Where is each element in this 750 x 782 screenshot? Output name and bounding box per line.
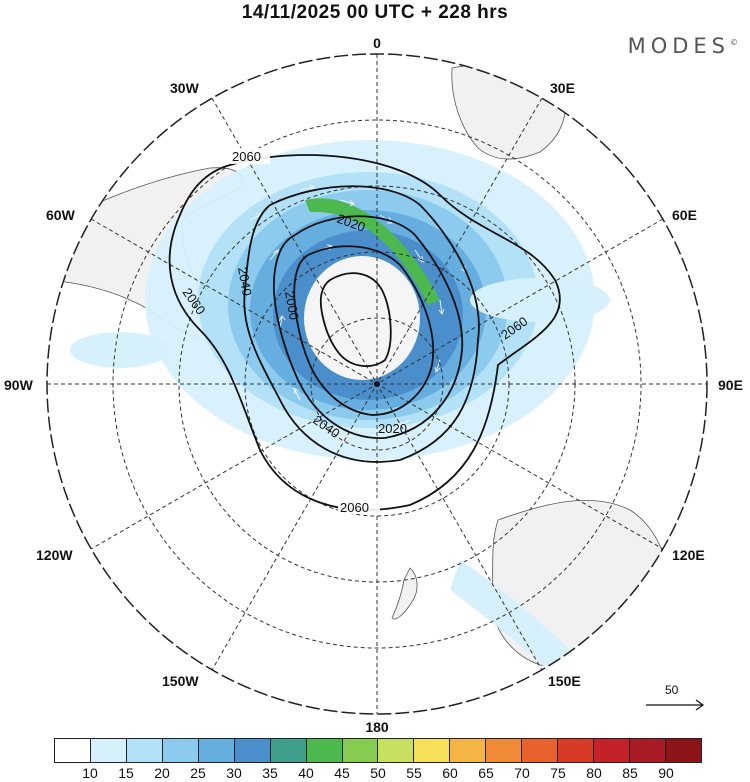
- latitude-circle: [310, 317, 444, 451]
- contour-2000: [293, 245, 434, 416]
- colorbar-cell: [665, 739, 701, 762]
- colorbar-cell: [90, 739, 127, 762]
- colorbar-tick-label: 85: [622, 765, 638, 781]
- lon-label-150w: 150W: [162, 673, 199, 689]
- map-title: 14/11/2025 00 UTC + 228 hrs: [241, 2, 509, 23]
- wind-shading: [70, 140, 610, 700]
- colorbar-tick-label: 55: [406, 765, 422, 781]
- colorbar-cell: [306, 739, 343, 762]
- lon-label-0: 0: [373, 35, 381, 51]
- contour-label-bg: [228, 148, 270, 164]
- colorbar-tick-label: 30: [226, 765, 242, 781]
- colorbar-cell: [126, 739, 163, 762]
- colorbar-tick-label: 80: [586, 765, 602, 781]
- lon-label-60e: 60E: [672, 207, 697, 223]
- lon-label-90e: 90E: [718, 377, 743, 393]
- wind-arrow: [434, 359, 441, 374]
- colorbar-cell: [594, 739, 630, 762]
- wind-arrow: [269, 249, 279, 261]
- colorbar-ticks: 10 15 20 25 30 35 40 45 50 55 60 65 70 75 80 85 90: [54, 765, 702, 782]
- colorbar-tick-label: 15: [118, 765, 134, 781]
- jet-core-green: [305, 198, 440, 305]
- colorbar-cell: [55, 739, 91, 762]
- colorbar-cell: [378, 739, 415, 762]
- tail-shading-west: [70, 332, 170, 368]
- colorbar-cell: [522, 739, 559, 762]
- wind-arrow: [397, 419, 411, 427]
- colorbar-tick-label: 90: [658, 765, 674, 781]
- colorbar-cell: [234, 739, 271, 762]
- new-zealand-landmass: [391, 567, 418, 620]
- wind-arrow: [438, 299, 445, 316]
- colorbar-tick-label: 70: [514, 765, 530, 781]
- colorbar: [54, 738, 702, 763]
- colorbar-tick-label: 20: [154, 765, 170, 781]
- colorbar-tick-label: 40: [298, 765, 314, 781]
- colorbar-cell: [486, 739, 523, 762]
- contour-2060: [168, 154, 561, 511]
- south-pole-marker: [374, 381, 380, 387]
- tail-shading-east: [470, 278, 610, 322]
- colorbar-cell: [162, 739, 199, 762]
- colorbar-tick-label: 65: [478, 765, 494, 781]
- colorbar-tick-label: 35: [262, 765, 278, 781]
- colorbar-cell: [450, 739, 487, 762]
- contour-label-2000: 2000: [282, 290, 302, 321]
- reference-vector-head: [695, 699, 705, 711]
- vortex-core-calm: [304, 256, 420, 380]
- reference-vector-label: 50: [665, 683, 679, 697]
- colorbar-cell: [630, 739, 666, 762]
- colorbar-tick-label: 75: [550, 765, 566, 781]
- modes-logo: MODES©: [628, 34, 738, 58]
- brand-name: MODES: [627, 34, 730, 58]
- africa-landmass: [451, 64, 566, 160]
- colorbar-cell: [198, 739, 235, 762]
- lon-label-30w: 30W: [170, 80, 200, 96]
- colorbar-cell: [414, 739, 451, 762]
- contour-label-2060-north: 2060: [232, 149, 261, 164]
- lon-label-60w: 60W: [46, 207, 76, 223]
- reference-vector: [646, 699, 705, 711]
- contour-2020: [272, 215, 464, 439]
- colorbar-tick-label: 60: [442, 765, 458, 781]
- lon-label-120e: 120E: [672, 547, 705, 563]
- wind-arrow: [299, 184, 315, 191]
- colorbar-tick-label: 25: [190, 765, 206, 781]
- contour-label-2060-south: 2060: [340, 500, 369, 515]
- lon-label-150e: 150E: [548, 673, 581, 689]
- contour-label-bg: [338, 498, 380, 514]
- contour-inner: [320, 272, 392, 367]
- lon-label-90w: 90W: [4, 377, 34, 393]
- contour-label-2040-west: 2040: [235, 266, 255, 297]
- contour-label-2020-south: 2020: [378, 421, 407, 436]
- map-boundary: [46, 53, 708, 715]
- lon-label-180: 180: [365, 719, 389, 735]
- wind-arrow: [293, 387, 301, 401]
- geopotential-contours: [168, 154, 561, 511]
- colorbar-cell: [270, 739, 307, 762]
- wind-arrow: [339, 199, 355, 207]
- colorbar-tick-label: 45: [334, 765, 350, 781]
- colorbar-cell: [342, 739, 379, 762]
- colorbar-tick-label: 10: [82, 765, 98, 781]
- lon-label-120w: 120W: [36, 547, 73, 563]
- colorbar-tick-label: 50: [370, 765, 386, 781]
- longitude-labels: 0 180 90W 90E 30W 30E 60W 60E 120W 120E …: [4, 35, 743, 735]
- copyright-mark: ©: [730, 38, 738, 47]
- contour-2040: [243, 185, 480, 463]
- colorbar-cell: [558, 739, 595, 762]
- lon-label-30e: 30E: [550, 80, 575, 96]
